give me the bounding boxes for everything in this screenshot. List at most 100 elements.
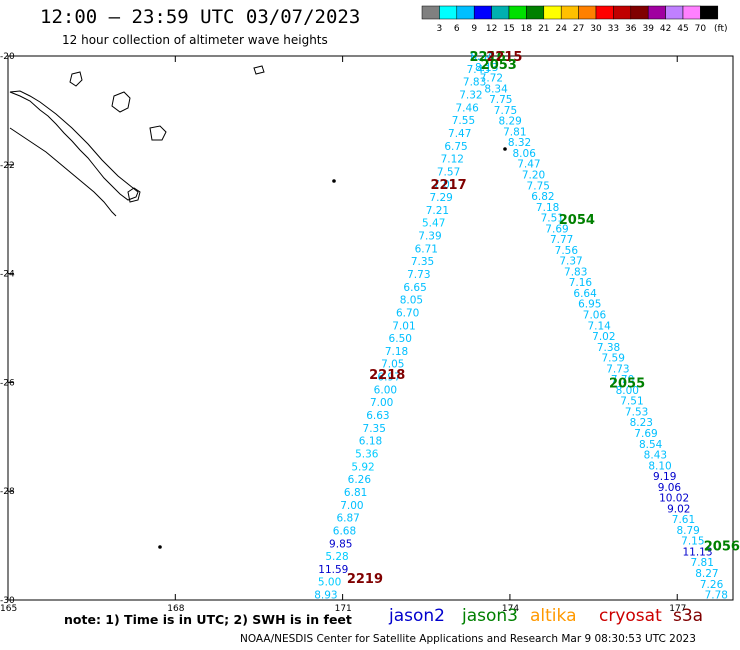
wave-height-label: 8.34 — [470, 51, 494, 63]
color-scale-tick: 27 — [573, 24, 584, 34]
wave-height-label: 7.46 — [455, 102, 479, 114]
wave-height-label: 8.10 — [648, 460, 671, 472]
wave-height-label: 7.73 — [407, 269, 430, 281]
wave-height-label: 8.54 — [639, 439, 663, 451]
wave-height-label: 6.64 — [573, 288, 597, 300]
page-subtitle: 12 hour collection of altimeter wave hei… — [62, 33, 328, 47]
wave-height-label: 7.75 — [527, 180, 550, 192]
wave-height-label: 8.05 — [400, 295, 423, 307]
coastline-isle-of-pines — [127, 187, 141, 203]
lat-label: -30 — [0, 596, 15, 606]
wave-height-label: 7.35 — [411, 256, 434, 268]
wave-height-label: 7.14 — [587, 320, 611, 332]
legend-altika: altika — [530, 606, 577, 626]
wave-height-label: 10.02 — [659, 493, 689, 505]
wave-height-label: 7.75 — [494, 105, 517, 117]
color-scale-tick: 15 — [503, 24, 514, 34]
color-scale-swatch — [560, 5, 579, 20]
tracks: 8.347.437.837.327.467.557.476.757.127.57… — [314, 51, 728, 602]
lat-label: -26 — [0, 378, 15, 388]
wave-height-label: 6.70 — [396, 307, 419, 319]
color-scale-tick: 21 — [538, 24, 549, 34]
wave-height-label: 7.83 — [564, 266, 587, 278]
wave-height-label: 6.95 — [578, 299, 601, 311]
wave-height-label: 8.43 — [644, 450, 667, 462]
pass-time-label: 2055 — [609, 376, 645, 391]
wave-height-label: 8.29 — [498, 116, 521, 128]
pass-time-label: 2215 — [486, 50, 522, 65]
wave-height-label: 8.34 — [484, 83, 508, 95]
color-scale: 3 6 9 12 15 18 21 24 27 30 33 36 39 42 45 70 — [421, 5, 719, 34]
pass-time-label: 2217 — [430, 178, 466, 193]
wave-height-label: 7.75 — [489, 94, 512, 106]
legend-cryosat: cryosat — [599, 606, 662, 626]
coastline — [9, 65, 507, 549]
color-scale-tick: 30 — [590, 24, 602, 34]
lon-label: 171 — [335, 604, 352, 614]
wave-height-label: 7.81 — [503, 126, 526, 138]
coastline-ouvea — [69, 71, 83, 87]
wave-height-label: 7.70 — [611, 374, 634, 386]
color-scale-swatch — [700, 5, 719, 20]
color-scale-swatch — [456, 5, 475, 20]
wave-height-label: 7.39 — [418, 231, 441, 243]
wave-height-label: 7.01 — [392, 320, 415, 332]
color-scale-swatch — [543, 5, 562, 20]
color-scale-swatch — [421, 5, 440, 20]
wave-height-label: 7.35 — [363, 423, 386, 435]
wave-height-label: 9.19 — [653, 471, 676, 483]
color-scale-swatch — [665, 5, 684, 20]
wave-height-label: 6.97 — [377, 372, 400, 384]
page-title: 12:00 – 23:59 UTC 03/07/2023 — [40, 6, 361, 28]
color-scale-swatch — [647, 5, 666, 20]
wave-height-label: 7.05 — [381, 359, 404, 371]
lat-label: -28 — [0, 487, 15, 497]
pass-time-label: 2219 — [347, 572, 383, 587]
wave-height-label: 7.26 — [700, 579, 724, 591]
color-scale-swatch — [473, 5, 492, 20]
wave-height-label: 7.37 — [559, 256, 582, 268]
wave-height-label: 7.56 — [555, 245, 579, 257]
wave-height-label: 7.21 — [426, 205, 449, 217]
coastline-islet — [503, 147, 507, 151]
color-scale-swatch — [526, 5, 545, 20]
wave-height-label: 8.00 — [616, 385, 639, 397]
wave-height-label: 6.71 — [415, 243, 438, 255]
coastline-walpole — [253, 65, 265, 75]
wave-height-label: 7.57 — [437, 166, 460, 178]
wave-height-label: 7.32 — [459, 89, 482, 101]
wave-height-label: 9.06 — [658, 482, 682, 494]
lon-label: 174 — [502, 604, 519, 614]
color-scale-swatch — [630, 5, 649, 20]
color-scale-tick: 39 — [642, 24, 654, 34]
color-scale-tick: 42 — [660, 24, 671, 34]
color-scale-tick: 6 — [454, 24, 460, 34]
wave-height-label: 8.93 — [314, 590, 337, 602]
pass-time-label: 2218 — [369, 368, 405, 383]
wave-height-label: 8.13 — [475, 62, 498, 74]
lat-label: -22 — [0, 161, 15, 171]
color-scale-unit: (ft) — [714, 24, 728, 34]
wave-height-label: 6.65 — [403, 282, 426, 294]
wave-height-label: 7.72 — [480, 73, 503, 85]
wave-height-label: 7.20 — [522, 169, 545, 181]
wave-height-label: 7.83 — [463, 77, 486, 89]
legend-s3a: s3a — [673, 606, 704, 626]
wave-height-label: 6.82 — [531, 191, 554, 203]
wave-height-label: 6.68 — [333, 525, 356, 537]
color-scale-swatch — [595, 5, 614, 20]
wave-height-label: 5.47 — [422, 218, 445, 230]
wave-height-label: 5.00 — [318, 577, 341, 589]
wave-height-label: 11.13 — [682, 546, 712, 558]
lon-label: 177 — [669, 604, 686, 614]
lat-label: -20 — [0, 52, 15, 62]
color-scale-tick: 70 — [695, 24, 707, 34]
wave-height-label: 7.06 — [583, 310, 607, 322]
coastline-new-caledonia — [9, 90, 139, 201]
wave-height-label: 6.63 — [366, 410, 389, 422]
coastline-reef — [9, 127, 117, 217]
color-scale-tick: 36 — [625, 24, 637, 34]
wave-height-label: 11.59 — [318, 564, 348, 576]
